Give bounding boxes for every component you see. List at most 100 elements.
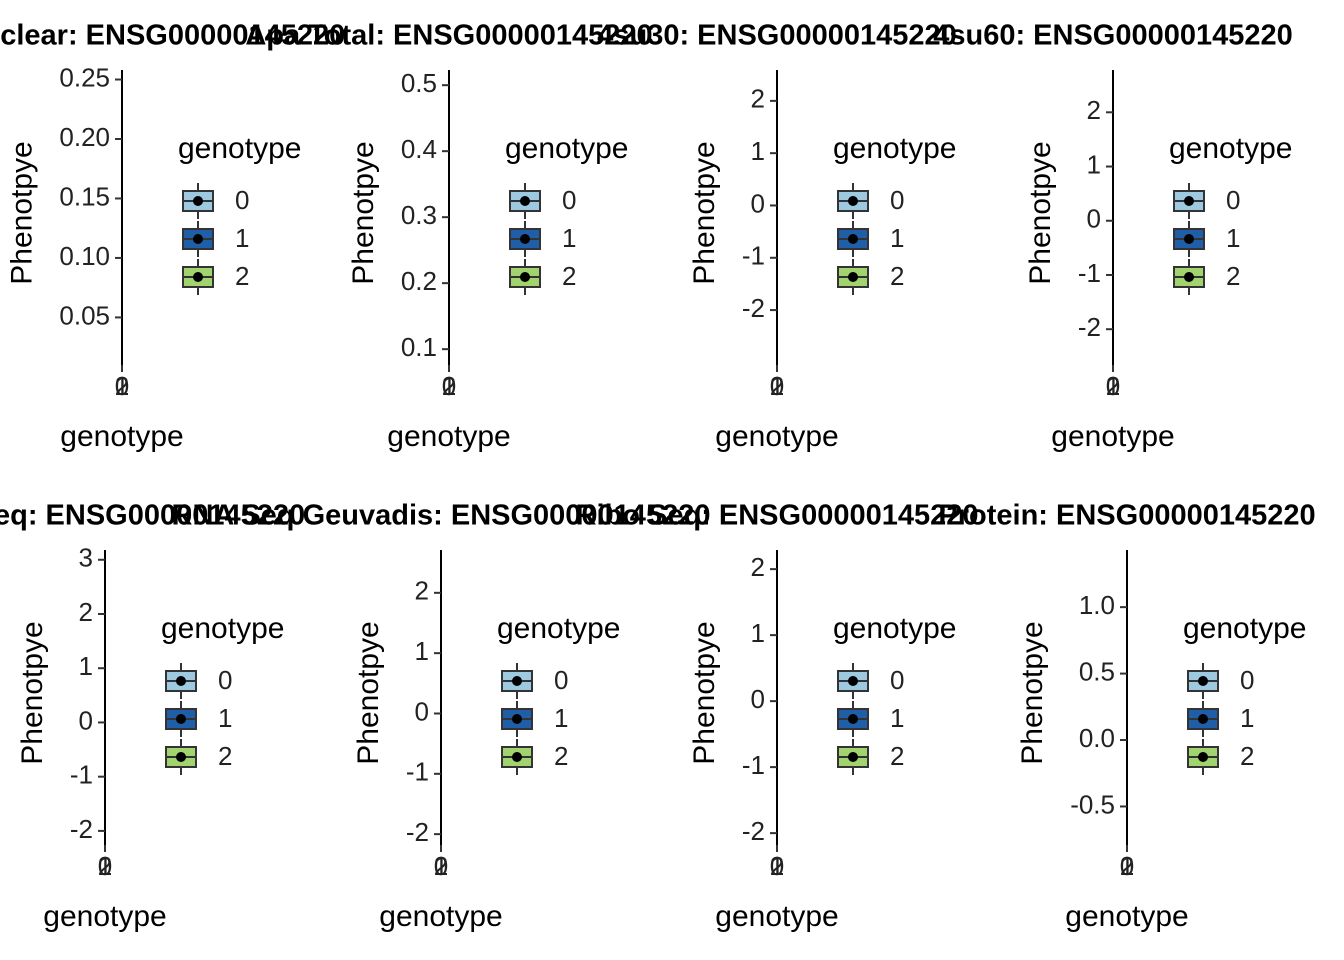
x-tick-label: 0 [434,851,448,881]
y-axis-title: Phenotpye [688,141,721,284]
y-tick-label: 3 [79,543,93,573]
legend-label: 0 [218,665,232,695]
legend-label: 1 [1226,223,1240,253]
y-tick-label: 0.25 [59,62,110,92]
y-tick-label: -0.5 [1070,789,1115,819]
legend-dot [1198,676,1208,686]
legend-label: 2 [1240,741,1254,771]
chart-title: 4su60: ENSG00000145220 [933,20,1293,52]
x-tick-label: 1 [770,851,784,881]
x-axis-title: genotype [1051,420,1174,453]
y-tick-label: 1 [1087,149,1101,179]
legend-dot [848,234,858,244]
legend-dot [512,676,522,686]
legend-label: 0 [554,665,568,695]
legend-label: 1 [890,703,904,733]
x-tick-label: 2 [770,371,784,401]
y-tick-label: 0.3 [401,200,437,230]
panel: -2-10123012genotypePhenotpyegenotype012R… [0,500,305,933]
legend-label: 2 [554,741,568,771]
y-tick-label: -2 [1078,312,1101,342]
y-tick-label: 1 [751,618,765,648]
legend-title: genotype [833,612,956,645]
y-tick-label: 2 [415,576,429,606]
y-tick-label: 2 [1087,95,1101,125]
legend-dot [520,234,530,244]
legend-dot [176,676,186,686]
legend-label: 1 [1240,703,1254,733]
legend-title: genotype [505,132,628,165]
x-tick-label: 2 [442,371,456,401]
y-tick-label: 2 [751,84,765,114]
legend-label: 0 [890,185,904,215]
legend-dot [1184,234,1194,244]
x-tick-label: 2 [98,851,112,881]
legend-title: genotype [161,612,284,645]
y-axis-title: Phenotpye [1024,141,1057,284]
y-tick-label: 0.5 [1079,656,1115,686]
chart-title: 4su30: ENSG00000145220 [597,20,957,52]
y-tick-label: 0.5 [401,68,437,98]
legend-label: 2 [218,741,232,771]
y-axis-title: Phenotpye [347,141,380,284]
y-tick-label: -1 [742,241,765,271]
y-tick-label: 0 [751,188,765,218]
legend-title: genotype [1169,132,1292,165]
x-axis-title: genotype [715,420,838,453]
y-tick-label: 0.20 [59,122,110,152]
y-tick-label: -2 [742,816,765,846]
legend-dot [848,676,858,686]
legend-title: genotype [833,132,956,165]
legend-dot [193,196,203,206]
legend-label: 0 [1240,665,1254,695]
y-tick-label: -2 [742,293,765,323]
x-tick-label: 1 [434,851,448,881]
x-axis-title: genotype [379,900,502,933]
legend-dot [520,272,530,282]
y-tick-label: 0.05 [59,300,110,330]
y-tick-label: 1 [751,136,765,166]
y-tick-label: 0 [79,705,93,735]
legend-dot [176,752,186,762]
legend-label: 0 [235,185,249,215]
chart-title: Ribo Seq: ENSG00000145220 [576,500,979,532]
legend-label: 1 [890,223,904,253]
y-axis-title: Phenotpye [1016,621,1049,764]
legend-dot [193,234,203,244]
legend-label: 0 [562,185,576,215]
legend-title: genotype [1183,612,1306,645]
legend-dot [848,752,858,762]
y-axis-title: Phenotpye [352,621,385,764]
x-axis-title: genotype [387,420,510,453]
y-tick-label: 0.1 [401,332,437,362]
y-tick-label: -1 [406,757,429,787]
legend-title: genotype [178,132,301,165]
x-tick-label: 0 [98,851,112,881]
y-tick-label: 0.4 [401,134,437,164]
y-tick-label: 0.10 [59,241,110,271]
y-tick-label: 0.15 [59,181,110,211]
y-tick-label: -1 [1078,258,1101,288]
x-axis-title: genotype [43,900,166,933]
legend-title: genotype [497,612,620,645]
y-tick-label: 1 [415,636,429,666]
legend-label: 1 [218,703,232,733]
x-tick-label: 1 [98,851,112,881]
x-tick-label: 1 [1106,371,1120,401]
legend-label: 2 [890,261,904,291]
chart-title: RNA Seq: ENSG00000145220 [0,500,305,532]
x-tick-label: 1 [115,371,129,401]
y-tick-label: -2 [406,817,429,847]
y-axis-title: Phenotpye [5,141,38,284]
y-tick-label: 1.0 [1079,590,1115,620]
x-axis-title: genotype [715,900,838,933]
y-tick-label: 2 [751,552,765,582]
y-tick-label: -1 [70,760,93,790]
y-tick-label: -1 [742,750,765,780]
x-tick-label: 2 [115,371,129,401]
